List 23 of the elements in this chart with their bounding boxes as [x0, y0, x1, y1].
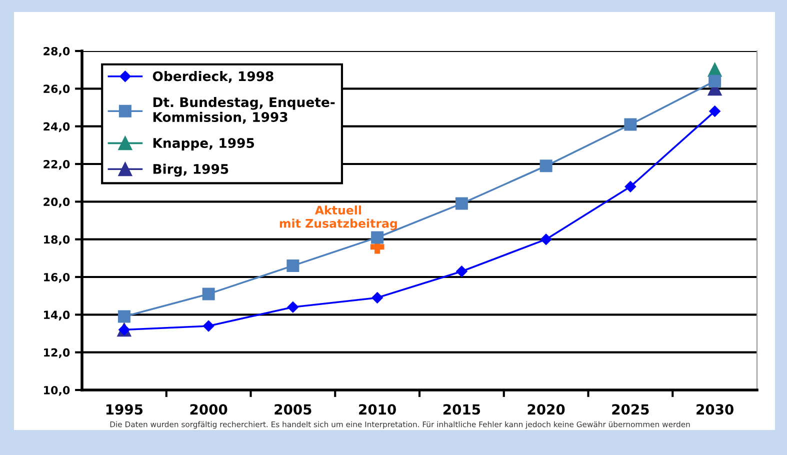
- x-tick-label: 2025: [612, 404, 649, 415]
- legend-label: Oberdieck, 1998: [152, 70, 274, 83]
- y-tick-label: 14,0: [44, 310, 70, 320]
- legend-label: Knappe, 1995: [153, 138, 254, 151]
- y-tick-label: 16,0: [44, 272, 70, 283]
- y-tick-label: 20,0: [44, 198, 70, 208]
- annotation: Aktuell mit Zusatzbeitrag: [280, 205, 397, 230]
- x-tick-label: 2000: [190, 404, 228, 415]
- x-tick-label: 2005: [274, 404, 312, 415]
- y-tick-label: 26,0: [44, 84, 70, 94]
- x-tick-label: 2030: [696, 404, 734, 415]
- legend-label: Dt. Bundestag, Enquete- Kommission, 1993: [153, 96, 335, 124]
- y-tick-label: 18,0: [44, 235, 70, 246]
- y-tick-label: 24,0: [44, 122, 70, 132]
- y-tick-label: 12,0: [44, 348, 70, 358]
- x-tick-label: 2015: [443, 404, 480, 415]
- y-tick-label: 10,0: [44, 386, 70, 396]
- x-tick-label: 2020: [528, 404, 565, 415]
- y-tick-label: 28,0: [44, 46, 70, 57]
- x-tick-label: 2010: [359, 404, 396, 415]
- legend-label: Birg, 1995: [153, 164, 228, 177]
- y-tick-label: 22,0: [44, 160, 70, 170]
- x-tick-label: 1995: [106, 404, 143, 415]
